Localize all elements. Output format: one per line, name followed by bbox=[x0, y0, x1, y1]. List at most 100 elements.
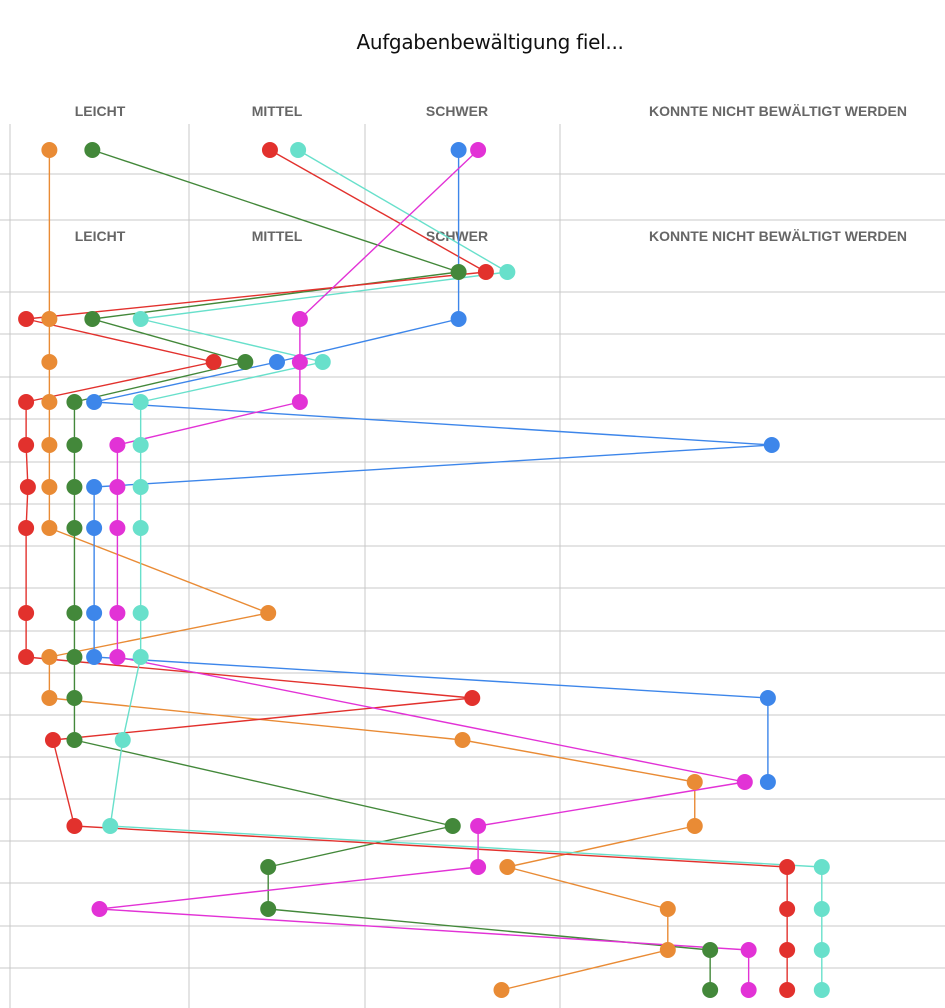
data-point-orange[interactable] bbox=[41, 649, 58, 665]
data-point-teal[interactable] bbox=[132, 649, 149, 665]
series-line-teal bbox=[110, 825, 822, 868]
data-point-orange[interactable] bbox=[659, 942, 676, 958]
data-point-red[interactable] bbox=[205, 354, 222, 370]
data-point-blue[interactable] bbox=[86, 520, 103, 536]
data-point-orange[interactable] bbox=[41, 394, 58, 410]
data-point-red[interactable] bbox=[44, 732, 61, 748]
data-point-red[interactable] bbox=[66, 818, 83, 834]
data-point-orange[interactable] bbox=[686, 774, 703, 790]
data-point-red[interactable] bbox=[779, 982, 796, 998]
data-point-magenta[interactable] bbox=[470, 818, 487, 834]
data-point-magenta[interactable] bbox=[470, 142, 487, 158]
data-point-orange[interactable] bbox=[41, 479, 58, 495]
data-point-orange[interactable] bbox=[499, 859, 516, 875]
series-lines bbox=[25, 149, 823, 991]
data-point-orange[interactable] bbox=[41, 142, 58, 158]
data-point-magenta[interactable] bbox=[109, 520, 126, 536]
data-point-blue[interactable] bbox=[86, 649, 103, 665]
data-point-magenta[interactable] bbox=[470, 859, 487, 875]
data-point-teal[interactable] bbox=[132, 311, 149, 327]
data-point-red[interactable] bbox=[18, 605, 35, 621]
data-point-green[interactable] bbox=[84, 311, 101, 327]
data-point-teal[interactable] bbox=[813, 982, 830, 998]
data-point-green[interactable] bbox=[66, 479, 83, 495]
data-point-red[interactable] bbox=[477, 264, 494, 280]
data-point-teal[interactable] bbox=[114, 732, 131, 748]
data-point-teal[interactable] bbox=[290, 142, 307, 158]
data-point-orange[interactable] bbox=[454, 732, 471, 748]
data-point-magenta[interactable] bbox=[291, 354, 308, 370]
data-point-green[interactable] bbox=[84, 142, 101, 158]
data-point-magenta[interactable] bbox=[109, 605, 126, 621]
data-point-green[interactable] bbox=[66, 394, 83, 410]
data-point-red[interactable] bbox=[18, 649, 35, 665]
data-point-magenta[interactable] bbox=[109, 479, 126, 495]
data-point-magenta[interactable] bbox=[91, 901, 108, 917]
data-point-blue[interactable] bbox=[763, 437, 780, 453]
category-header: LEICHT bbox=[75, 228, 126, 244]
data-point-green[interactable] bbox=[66, 437, 83, 453]
data-point-red[interactable] bbox=[779, 859, 796, 875]
data-point-teal[interactable] bbox=[132, 479, 149, 495]
data-point-magenta[interactable] bbox=[109, 649, 126, 665]
data-point-orange[interactable] bbox=[260, 605, 277, 621]
data-point-red[interactable] bbox=[18, 311, 35, 327]
grid bbox=[0, 124, 945, 1008]
data-point-blue[interactable] bbox=[759, 690, 776, 706]
data-point-green[interactable] bbox=[450, 264, 467, 280]
data-point-teal[interactable] bbox=[813, 859, 830, 875]
data-point-green[interactable] bbox=[237, 354, 254, 370]
data-point-magenta[interactable] bbox=[740, 982, 757, 998]
data-point-orange[interactable] bbox=[41, 690, 58, 706]
data-point-green[interactable] bbox=[260, 901, 277, 917]
data-point-blue[interactable] bbox=[759, 774, 776, 790]
data-point-red[interactable] bbox=[19, 479, 36, 495]
data-point-teal[interactable] bbox=[813, 942, 830, 958]
data-point-green[interactable] bbox=[66, 649, 83, 665]
data-point-magenta[interactable] bbox=[736, 774, 753, 790]
data-point-red[interactable] bbox=[261, 142, 278, 158]
data-point-red[interactable] bbox=[18, 437, 35, 453]
data-point-red[interactable] bbox=[18, 394, 35, 410]
data-point-teal[interactable] bbox=[132, 605, 149, 621]
data-point-green[interactable] bbox=[66, 732, 83, 748]
data-point-green[interactable] bbox=[66, 690, 83, 706]
data-point-teal[interactable] bbox=[102, 818, 119, 834]
data-point-blue[interactable] bbox=[269, 354, 285, 370]
data-point-green[interactable] bbox=[444, 818, 461, 834]
data-point-red[interactable] bbox=[464, 690, 481, 706]
data-point-teal[interactable] bbox=[132, 394, 149, 410]
data-point-blue[interactable] bbox=[86, 394, 103, 410]
data-point-green[interactable] bbox=[66, 605, 83, 621]
data-point-red[interactable] bbox=[779, 942, 796, 958]
data-point-orange[interactable] bbox=[493, 982, 510, 998]
series-dots bbox=[18, 142, 830, 998]
data-point-orange[interactable] bbox=[659, 901, 676, 917]
data-point-magenta[interactable] bbox=[109, 437, 126, 453]
data-point-orange[interactable] bbox=[41, 520, 58, 536]
data-point-red[interactable] bbox=[779, 901, 796, 917]
data-point-green[interactable] bbox=[66, 520, 83, 536]
data-point-magenta[interactable] bbox=[291, 394, 308, 410]
data-point-teal[interactable] bbox=[132, 520, 149, 536]
data-point-teal[interactable] bbox=[132, 437, 149, 453]
data-point-orange[interactable] bbox=[686, 818, 703, 834]
data-point-green[interactable] bbox=[260, 859, 277, 875]
data-point-red[interactable] bbox=[18, 520, 35, 536]
data-point-orange[interactable] bbox=[41, 311, 58, 327]
data-point-orange[interactable] bbox=[41, 437, 58, 453]
data-point-blue[interactable] bbox=[86, 479, 103, 495]
data-point-blue[interactable] bbox=[450, 142, 467, 158]
series-line-green bbox=[74, 739, 453, 827]
data-point-teal[interactable] bbox=[314, 354, 331, 370]
data-point-blue[interactable] bbox=[86, 605, 103, 621]
data-point-magenta[interactable] bbox=[291, 311, 308, 327]
data-point-blue[interactable] bbox=[450, 311, 467, 327]
category-header: KONNTE NICHT BEWÄLTIGT WERDEN bbox=[649, 103, 907, 119]
data-point-orange[interactable] bbox=[41, 354, 58, 370]
data-point-teal[interactable] bbox=[813, 901, 830, 917]
data-point-green[interactable] bbox=[702, 942, 719, 958]
data-point-teal[interactable] bbox=[499, 264, 516, 280]
data-point-green[interactable] bbox=[702, 982, 719, 998]
data-point-magenta[interactable] bbox=[740, 942, 757, 958]
